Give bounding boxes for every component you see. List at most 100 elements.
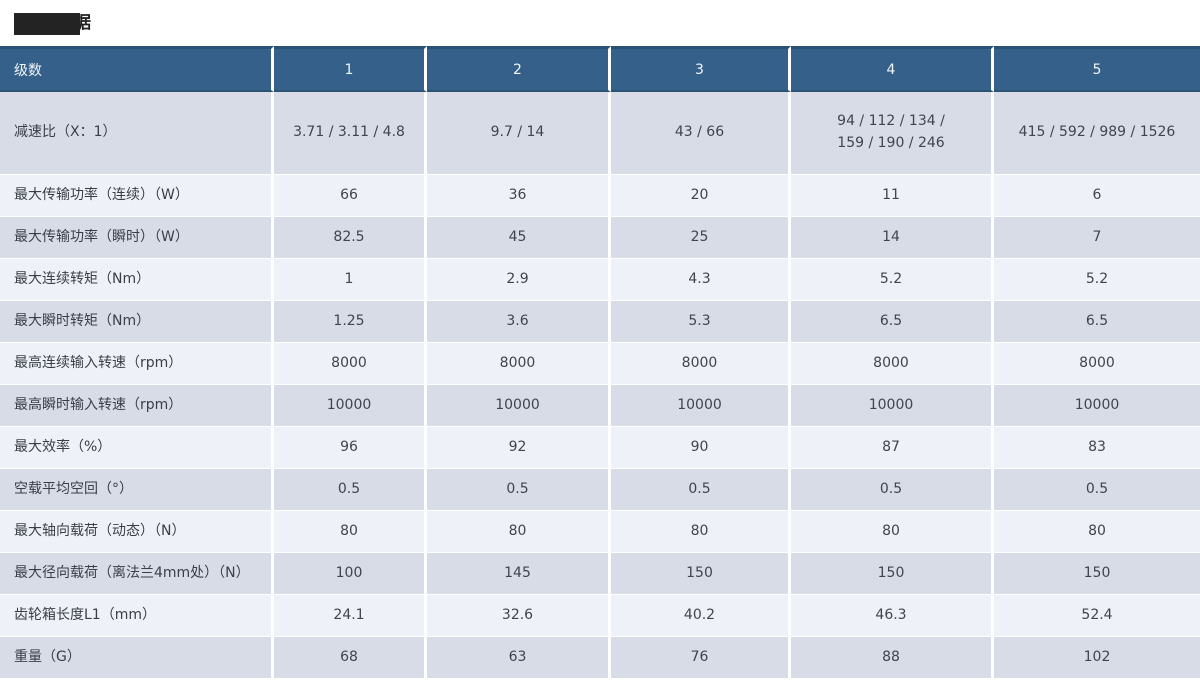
row-label: 最大传输功率（连续）（W） <box>0 175 274 217</box>
spec-cell: 6.5 <box>994 301 1200 343</box>
spec-cell: 3.71 / 3.11 / 4.8 <box>274 92 427 175</box>
row-label: 最大瞬时转矩（Nm） <box>0 301 274 343</box>
spec-cell: 8000 <box>611 343 791 385</box>
spec-cell: 10000 <box>427 385 611 427</box>
spec-cell: 90 <box>611 427 791 469</box>
header-cell-stage-3: 3 <box>611 46 791 92</box>
spec-cell: 80 <box>611 511 791 553</box>
spec-cell: 0.5 <box>274 469 427 511</box>
spec-cell: 0.5 <box>611 469 791 511</box>
table-row: 最大传输功率（连续）（W） 66 36 20 11 6 <box>0 175 1200 217</box>
table-row: 最高瞬时输入转速（rpm） 10000 10000 10000 10000 10… <box>0 385 1200 427</box>
spec-cell: 68 <box>274 637 427 679</box>
spec-cell: 40.2 <box>611 595 791 637</box>
spec-cell: 46.3 <box>791 595 994 637</box>
spec-cell: 76 <box>611 637 791 679</box>
table-row: 最大效率（%） 96 92 90 87 83 <box>0 427 1200 469</box>
spec-cell: 11 <box>791 175 994 217</box>
row-label: 最高瞬时输入转速（rpm） <box>0 385 274 427</box>
spec-cell: 102 <box>994 637 1200 679</box>
table-row: 最大传输功率（瞬时）（W） 82.5 45 25 14 7 <box>0 217 1200 259</box>
header-cell-stage-1: 1 <box>274 46 427 92</box>
header-cell-stage-5: 5 <box>994 46 1200 92</box>
spec-cell: 96 <box>274 427 427 469</box>
spec-cell: 87 <box>791 427 994 469</box>
row-label: 最大连续转矩（Nm） <box>0 259 274 301</box>
spec-cell: 2.9 <box>427 259 611 301</box>
header-row: 级数 1 2 3 4 5 <box>0 46 1200 92</box>
spec-cell: 5.3 <box>611 301 791 343</box>
spec-cell: 25 <box>611 217 791 259</box>
row-label: 最大径向载荷（离法兰4mm处）（N） <box>0 553 274 595</box>
spec-cell: 10000 <box>611 385 791 427</box>
spec-table: 级数 1 2 3 4 5 减速比（X：1） 3.71 / 3.11 / 4.8 … <box>0 46 1200 679</box>
header-cell-stage-2: 2 <box>427 46 611 92</box>
spec-cell: 8000 <box>427 343 611 385</box>
spec-cell: 10000 <box>791 385 994 427</box>
row-label: 最高连续输入转速（rpm） <box>0 343 274 385</box>
spec-cell: 0.5 <box>994 469 1200 511</box>
spec-cell: 150 <box>994 553 1200 595</box>
spec-cell: 20 <box>611 175 791 217</box>
spec-cell: 52.4 <box>994 595 1200 637</box>
spec-cell: 8000 <box>274 343 427 385</box>
row-label: 最大传输功率（瞬时）（W） <box>0 217 274 259</box>
page-title-bar: 据 <box>0 0 1200 46</box>
spec-cell: 150 <box>791 553 994 595</box>
spec-cell: 80 <box>791 511 994 553</box>
spec-cell: 32.6 <box>427 595 611 637</box>
spec-cell: 88 <box>791 637 994 679</box>
spec-cell: 0.5 <box>791 469 994 511</box>
row-label: 最大效率（%） <box>0 427 274 469</box>
spec-cell: 8000 <box>791 343 994 385</box>
spec-cell: 80 <box>994 511 1200 553</box>
row-label: 齿轮箱长度L1（mm） <box>0 595 274 637</box>
spec-cell: 100 <box>274 553 427 595</box>
spec-cell: 66 <box>274 175 427 217</box>
spec-cell: 24.1 <box>274 595 427 637</box>
title-redaction-box <box>14 13 80 35</box>
row-label: 重量（G） <box>0 637 274 679</box>
spec-cell: 5.2 <box>791 259 994 301</box>
spec-cell: 80 <box>274 511 427 553</box>
table-row: 齿轮箱长度L1（mm） 24.1 32.6 40.2 46.3 52.4 <box>0 595 1200 637</box>
spec-cell: 80 <box>427 511 611 553</box>
table-body: 减速比（X：1） 3.71 / 3.11 / 4.8 9.7 / 14 43 /… <box>0 92 1200 679</box>
spec-cell: 45 <box>427 217 611 259</box>
row-label: 空载平均空回（°） <box>0 469 274 511</box>
spec-cell: 5.2 <box>994 259 1200 301</box>
spec-cell: 94 / 112 / 134 / 159 / 190 / 246 <box>791 92 994 175</box>
spec-cell: 0.5 <box>427 469 611 511</box>
spec-cell: 8000 <box>994 343 1200 385</box>
spec-table-header: 级数 1 2 3 4 5 <box>0 46 1200 92</box>
spec-cell: 36 <box>427 175 611 217</box>
table-row: 重量（G） 68 63 76 88 102 <box>0 637 1200 679</box>
spec-cell: 83 <box>994 427 1200 469</box>
spec-cell: 10000 <box>994 385 1200 427</box>
table-row: 减速比（X：1） 3.71 / 3.11 / 4.8 9.7 / 14 43 /… <box>0 92 1200 175</box>
table-row: 最高连续输入转速（rpm） 8000 8000 8000 8000 8000 <box>0 343 1200 385</box>
row-label: 减速比（X：1） <box>0 92 274 175</box>
spec-cell: 150 <box>611 553 791 595</box>
table-row: 空载平均空回（°） 0.5 0.5 0.5 0.5 0.5 <box>0 469 1200 511</box>
spec-cell: 1 <box>274 259 427 301</box>
spec-cell: 4.3 <box>611 259 791 301</box>
spec-cell: 9.7 / 14 <box>427 92 611 175</box>
spec-cell: 3.6 <box>427 301 611 343</box>
spec-cell: 14 <box>791 217 994 259</box>
spec-cell: 82.5 <box>274 217 427 259</box>
table-row: 最大轴向载荷（动态）（N） 80 80 80 80 80 <box>0 511 1200 553</box>
spec-cell: 10000 <box>274 385 427 427</box>
spec-cell: 145 <box>427 553 611 595</box>
header-cell-stage-4: 4 <box>791 46 994 92</box>
header-cell-stages: 级数 <box>0 46 274 92</box>
spec-cell: 63 <box>427 637 611 679</box>
table-row: 最大连续转矩（Nm） 1 2.9 4.3 5.2 5.2 <box>0 259 1200 301</box>
table-row: 最大瞬时转矩（Nm） 1.25 3.6 5.3 6.5 6.5 <box>0 301 1200 343</box>
spec-cell: 6 <box>994 175 1200 217</box>
table-row: 最大径向载荷（离法兰4mm处）（N） 100 145 150 150 150 <box>0 553 1200 595</box>
row-label: 最大轴向载荷（动态）（N） <box>0 511 274 553</box>
spec-cell: 92 <box>427 427 611 469</box>
spec-cell: 1.25 <box>274 301 427 343</box>
spec-cell: 7 <box>994 217 1200 259</box>
